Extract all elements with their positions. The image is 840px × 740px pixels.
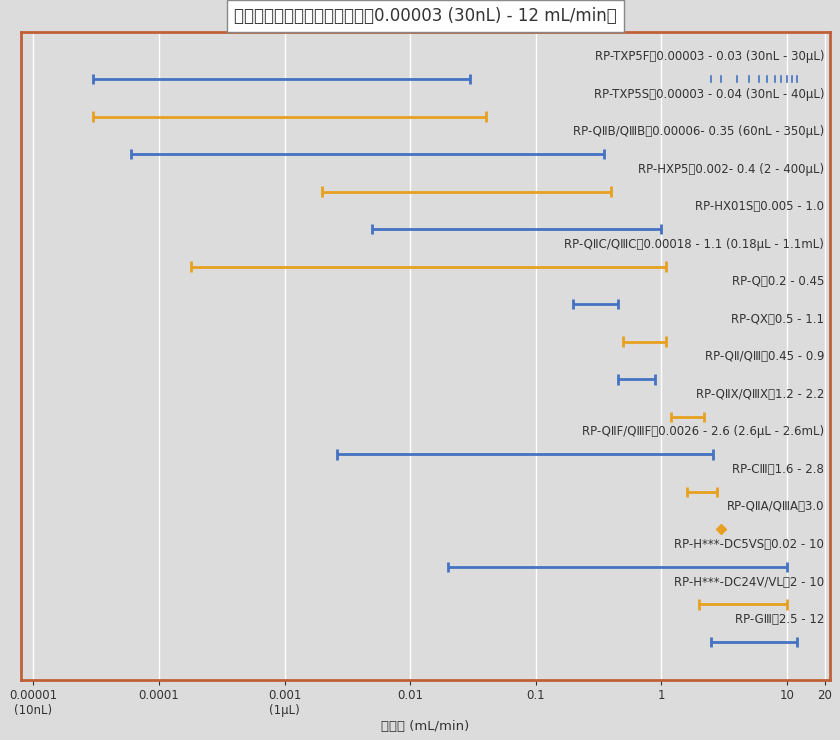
Text: RP-H***-DC5VS：0.02 - 10: RP-H***-DC5VS：0.02 - 10 xyxy=(675,538,824,551)
Title: 標準機種ポンプの吐出量範囲（0.00003 (30nL) - 12 mL/min）: 標準機種ポンプの吐出量範囲（0.00003 (30nL) - 12 mL/min… xyxy=(234,7,617,25)
Text: RP-QⅡB/QⅢB：0.00006- 0.35 (60nL - 350μL): RP-QⅡB/QⅢB：0.00006- 0.35 (60nL - 350μL) xyxy=(573,125,824,138)
Text: RP-HXP5：0.002- 0.4 (2 - 400μL): RP-HXP5：0.002- 0.4 (2 - 400μL) xyxy=(638,163,824,175)
X-axis label: 吐出量 (mL/min): 吐出量 (mL/min) xyxy=(381,720,470,733)
Text: RP-GⅢ：2.5 - 12: RP-GⅢ：2.5 - 12 xyxy=(735,613,824,626)
Text: RP-TXP5F：0.00003 - 0.03 (30nL - 30μL): RP-TXP5F：0.00003 - 0.03 (30nL - 30μL) xyxy=(595,50,824,63)
Text: RP-TXP5S：0.00003 - 0.04 (30nL - 40μL): RP-TXP5S：0.00003 - 0.04 (30nL - 40μL) xyxy=(594,87,824,101)
Text: RP-QⅡX/QⅢX：1.2 - 2.2: RP-QⅡX/QⅢX：1.2 - 2.2 xyxy=(696,388,824,401)
Text: RP-QⅡ/QⅢ：0.45 - 0.9: RP-QⅡ/QⅢ：0.45 - 0.9 xyxy=(705,350,824,363)
Text: RP-HX01S：0.005 - 1.0: RP-HX01S：0.005 - 1.0 xyxy=(695,200,824,213)
Text: RP-H***-DC24V/VL：2 - 10: RP-H***-DC24V/VL：2 - 10 xyxy=(674,576,824,588)
Text: RP-Q：0.2 - 0.45: RP-Q：0.2 - 0.45 xyxy=(732,275,824,289)
Text: RP-QⅡF/QⅢF：0.0026 - 2.6 (2.6μL - 2.6mL): RP-QⅡF/QⅢF：0.0026 - 2.6 (2.6μL - 2.6mL) xyxy=(582,425,824,438)
Text: RP-QⅡA/QⅢA：3.0: RP-QⅡA/QⅢA：3.0 xyxy=(727,500,824,514)
Text: RP-CⅢ：1.6 - 2.8: RP-CⅢ：1.6 - 2.8 xyxy=(732,463,824,476)
Text: RP-QⅡC/QⅢC：0.00018 - 1.1 (0.18μL - 1.1mL): RP-QⅡC/QⅢC：0.00018 - 1.1 (0.18μL - 1.1mL… xyxy=(564,238,824,251)
Text: RP-QX：0.5 - 1.1: RP-QX：0.5 - 1.1 xyxy=(731,313,824,326)
